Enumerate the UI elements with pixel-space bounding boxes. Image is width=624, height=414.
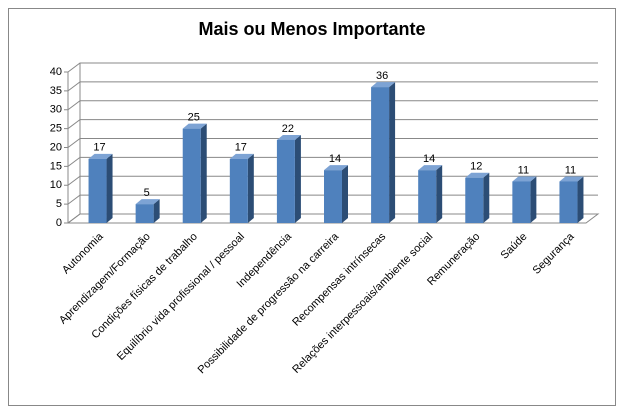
- bar-side: [342, 165, 348, 223]
- bar: [371, 87, 390, 223]
- bar-top: [182, 123, 207, 129]
- bar-top: [135, 199, 160, 205]
- bar-side: [389, 82, 396, 223]
- bar-side: [247, 153, 254, 223]
- value-label: 36: [376, 70, 388, 82]
- value-label: 22: [282, 123, 294, 135]
- bar-side: [153, 199, 160, 223]
- y-tick-label: 20: [50, 141, 62, 153]
- bar-side: [200, 123, 207, 223]
- bar: [182, 128, 201, 223]
- bar-side: [483, 172, 490, 223]
- bar: [276, 139, 295, 223]
- value-label: 25: [188, 112, 200, 124]
- bar-top: [324, 165, 348, 171]
- y-tick-label: 25: [50, 123, 62, 135]
- bar-side: [577, 176, 584, 223]
- grid-line: [67, 119, 598, 130]
- bar-side: [106, 153, 113, 223]
- bar-side: [294, 134, 301, 223]
- bar-side: [530, 176, 537, 223]
- bar: [465, 177, 484, 223]
- bar: [418, 170, 437, 223]
- value-label: 11: [565, 164, 576, 176]
- bar-top: [276, 134, 301, 140]
- y-tick-label: 0: [56, 217, 62, 229]
- bar: [559, 181, 578, 223]
- value-label: 14: [423, 153, 435, 165]
- value-label: 12: [470, 161, 482, 173]
- value-label: 14: [329, 153, 341, 165]
- bar: [512, 181, 531, 223]
- bar-top: [88, 153, 113, 159]
- grid-line: [67, 81, 598, 92]
- grid-line: [67, 100, 598, 111]
- y-tick-label: 10: [50, 179, 62, 191]
- bar-top: [559, 176, 584, 182]
- y-tick-label: 15: [50, 160, 62, 172]
- y-tick-label: 30: [50, 104, 62, 116]
- bar: [229, 158, 248, 223]
- bar: [324, 170, 342, 223]
- grid-line: [67, 138, 598, 148]
- bar-top: [418, 165, 443, 171]
- value-label: 5: [144, 187, 150, 199]
- value-label: 17: [93, 142, 105, 154]
- y-tick-label: 5: [56, 198, 62, 210]
- bar-top: [465, 172, 490, 178]
- grid-line: [67, 62, 598, 73]
- value-label: 11: [518, 164, 529, 176]
- bar: [135, 204, 154, 223]
- value-label: 17: [235, 142, 247, 154]
- bar-side: [436, 165, 443, 223]
- grid-line: [67, 156, 598, 167]
- y-tick-label: 40: [50, 66, 62, 78]
- bar-top: [229, 153, 254, 159]
- bar: [88, 158, 107, 223]
- y-tick-label: 35: [50, 85, 62, 97]
- bar-top: [371, 82, 396, 88]
- bar-top: [512, 176, 537, 182]
- chart-title: Mais ou Menos Importante: [198, 19, 425, 39]
